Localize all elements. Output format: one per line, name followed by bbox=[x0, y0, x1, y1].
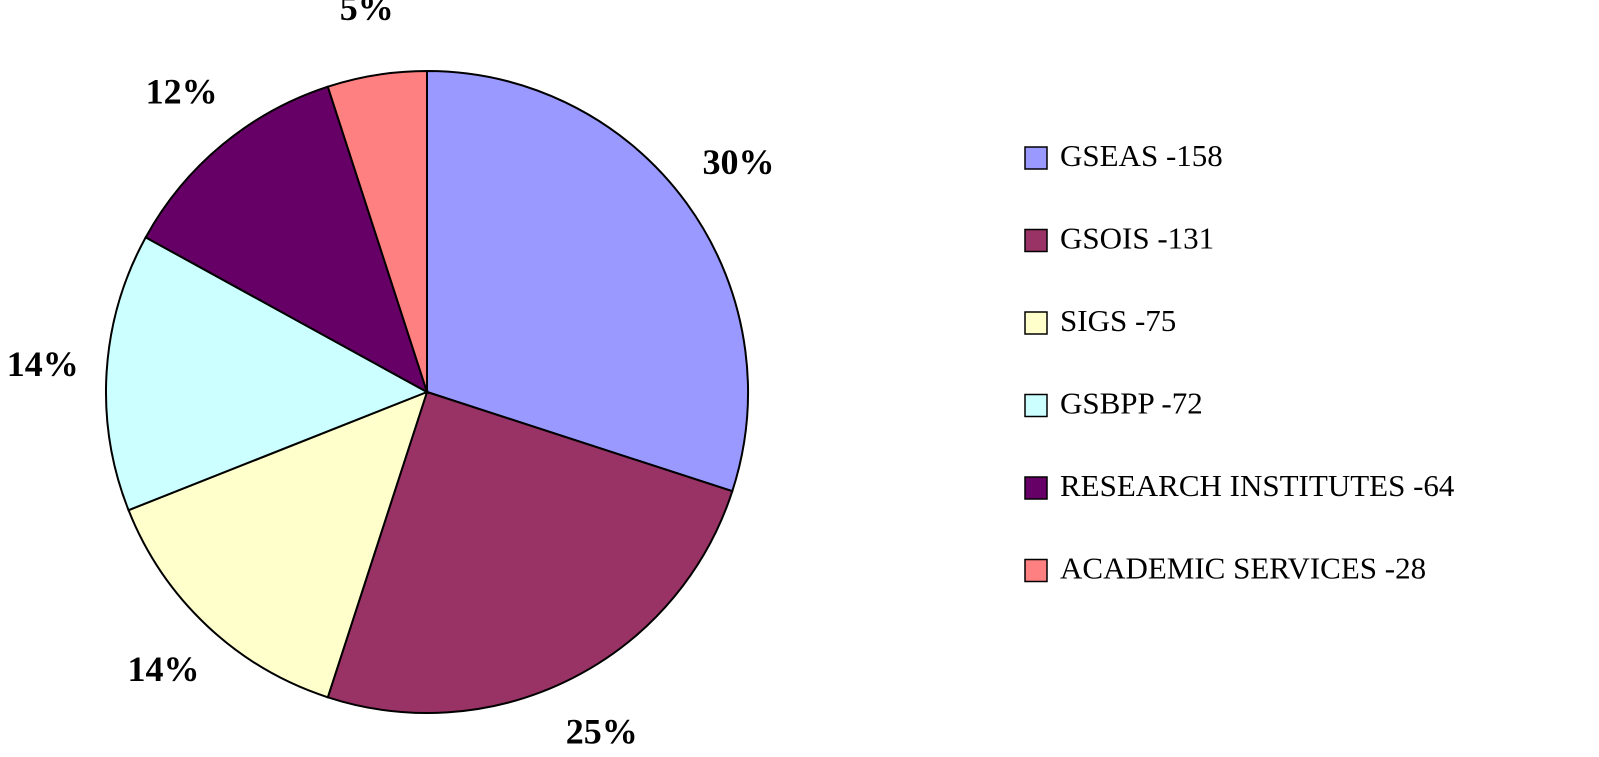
legend-label: ACADEMIC SERVICES -28 bbox=[1060, 551, 1426, 586]
pie-slice bbox=[144, 85, 429, 395]
legend-label: SIGS -75 bbox=[1060, 303, 1176, 338]
pie-slice bbox=[326, 69, 428, 393]
pie-slice bbox=[105, 235, 430, 512]
legend-swatch bbox=[1024, 311, 1048, 335]
legend-swatch bbox=[1024, 476, 1048, 500]
legend-label: GSEAS -158 bbox=[1060, 138, 1223, 173]
data-label: 5% bbox=[340, 0, 394, 28]
legend-label: GSOIS -131 bbox=[1060, 221, 1214, 256]
data-label: 14% bbox=[7, 344, 79, 384]
data-label: 14% bbox=[127, 649, 199, 689]
legend-swatch bbox=[1024, 393, 1048, 418]
pie-slice bbox=[326, 390, 734, 714]
legend-label: RESEARCH INSTITUTES -64 bbox=[1060, 468, 1455, 503]
data-label: 12% bbox=[146, 72, 218, 112]
legend-label: GSBPP -72 bbox=[1060, 386, 1203, 421]
pie-slice bbox=[127, 390, 429, 699]
data-label: 25% bbox=[566, 711, 638, 751]
data-label: 30% bbox=[702, 142, 774, 182]
legend-swatch bbox=[1024, 228, 1048, 253]
legend-swatch bbox=[1024, 558, 1048, 583]
legend-swatch bbox=[1024, 146, 1048, 170]
pie-slice bbox=[426, 69, 749, 493]
